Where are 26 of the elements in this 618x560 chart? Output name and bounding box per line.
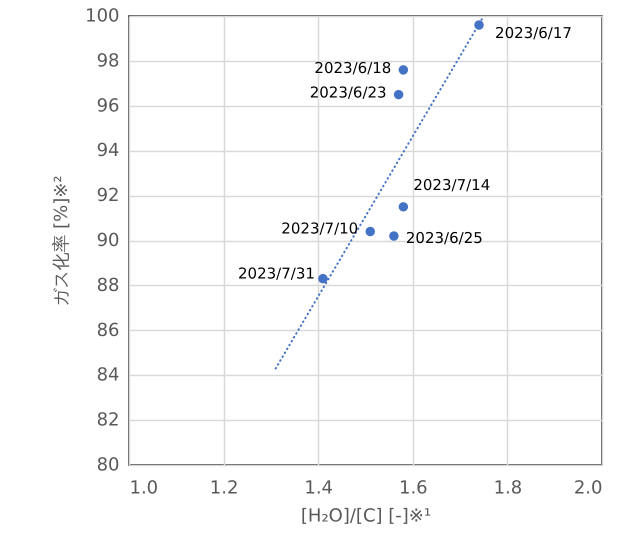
annotation: 2023/7/31 (238, 264, 315, 283)
x-tick-label: 1.4 (304, 478, 334, 498)
y-tick-label: 84 (96, 364, 120, 386)
y-tick-label: 96 (96, 95, 120, 116)
y-tick-label: 94 (96, 140, 120, 162)
x-tick-label: 1.0 (130, 478, 158, 498)
x-tick-label: 1.8 (494, 478, 522, 498)
y-axis-title: ガス化率 [%]※² (51, 175, 72, 307)
y-tick-label: 86 (96, 320, 120, 341)
y-tick-label: 100 (85, 6, 120, 26)
x-axis-title: [H₂O]/[C] [-]※¹ (300, 506, 432, 526)
x-tick-label: 2.0 (574, 478, 602, 498)
y-tick-label: 92 (96, 185, 120, 206)
annotation: 2023/6/17 (495, 24, 572, 42)
y-tick-label: 88 (96, 274, 120, 296)
annotation: 2023/7/14 (413, 176, 490, 194)
annotation: 2023/7/10 (281, 220, 358, 238)
annotation: 2023/6/23 (310, 84, 387, 102)
y-tick-label: 80 (96, 454, 120, 476)
y-tick-label: 82 (96, 410, 120, 431)
y-tick-label: 98 (96, 50, 120, 72)
annotation: 2023/6/18 (314, 58, 392, 77)
x-tick-label: 1.6 (398, 478, 428, 498)
annotation: 2023/6/25 (406, 229, 483, 248)
x-tick-label: 1.2 (210, 478, 238, 498)
y-tick-label: 90 (96, 230, 120, 251)
